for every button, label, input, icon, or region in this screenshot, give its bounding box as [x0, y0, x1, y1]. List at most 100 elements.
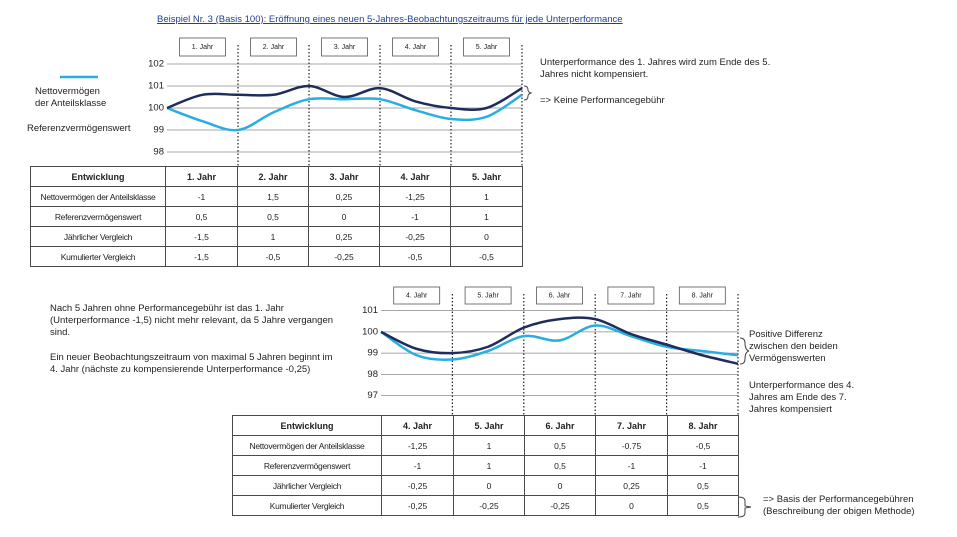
- cell: 0,25: [595, 475, 668, 496]
- paragraph: Nach 5 Jahren ohne Performancegebühr ist…: [50, 303, 334, 338]
- period-box: [393, 286, 441, 305]
- period-box: [464, 286, 512, 305]
- y-tick-label: 99: [153, 125, 164, 136]
- row: Nettovermögen der Anteilsklasse -1 1,5 0,25…: [30, 186, 523, 207]
- cell: 0,25: [308, 226, 380, 247]
- note: Unterperformance des 1. Jahres wird zum …: [540, 57, 771, 80]
- header-cell: 7. Jahr: [595, 415, 668, 436]
- title: Beispiel Nr. 3 (Basis 100): Eröffnung ei…: [157, 14, 623, 25]
- y-tick-label: 100: [148, 103, 164, 114]
- row: Referenzvermögenswert -1 1 0,5 -1 -1: [232, 455, 739, 476]
- period-label: 3. Jahr: [334, 44, 356, 51]
- note: Positive Differenz zwischen den beiden V…: [749, 329, 838, 364]
- row: Kumulierter Vergleich -1,5 -0,5 -0,25 -0,5 -0…: [30, 246, 523, 267]
- cell: 1: [237, 226, 309, 247]
- header-cell: 5. Jahr: [450, 166, 523, 187]
- period-label: 8. Jahr: [692, 292, 714, 299]
- cell: Referenzvermögenswert: [232, 455, 382, 476]
- cell: -0,25: [379, 226, 451, 247]
- y-tick-label: 98: [367, 369, 378, 380]
- cell: 1: [450, 206, 523, 227]
- cell: Jährlicher Vergleich: [30, 226, 166, 247]
- cell: -1: [381, 455, 454, 476]
- note: => Basis der Performancegebühren (Beschr…: [763, 494, 915, 517]
- period-box: [179, 37, 226, 57]
- header-cell: 5. Jahr: [453, 415, 525, 436]
- cell: 0,5: [667, 495, 739, 516]
- table: Entwicklung 1. Jahr 2. Jahr 3. Jahr 4. Jahr 5…: [30, 166, 523, 267]
- cell: -0,25: [381, 475, 454, 496]
- cell: 0,5: [524, 455, 596, 476]
- header-cell: 2. Jahr: [237, 166, 309, 187]
- row: Kumulierter Vergleich -0,25 -0,25 -0,25 0 0,5: [232, 495, 739, 516]
- series-line: [166, 84, 523, 111]
- cell: 0: [450, 226, 523, 247]
- header-cell: 4. Jahr: [381, 415, 454, 436]
- cell: Jährlicher Vergleich: [232, 475, 382, 496]
- cell: 1,5: [237, 186, 309, 207]
- cell: -1,25: [379, 186, 451, 207]
- header-cell: 1. Jahr: [165, 166, 238, 187]
- cell: -1: [667, 455, 739, 476]
- bracket: [739, 337, 750, 365]
- bracket: [737, 496, 752, 518]
- period-box: [250, 37, 297, 57]
- period-label: 5. Jahr: [476, 44, 498, 51]
- period-box: [607, 286, 655, 305]
- cell: 0,5: [524, 435, 596, 456]
- y-tick-label: 98: [153, 147, 164, 158]
- paragraph: Ein neuer Beobachtungszeitraum von maxim…: [50, 352, 333, 375]
- note: => Keine Performancegebühr: [540, 95, 665, 106]
- header-row: Entwicklung 1. Jahr 2. Jahr 3. Jahr 4. Jahr 5…: [30, 166, 523, 187]
- period-label: 2. Jahr: [263, 44, 285, 51]
- cell: -1: [165, 186, 238, 207]
- header-cell: Entwicklung: [232, 415, 382, 436]
- series-line: [380, 324, 739, 362]
- row: Referenzvermögenswert 0,5 0,5 0 -1 1: [30, 206, 523, 227]
- cell: 0,5: [667, 475, 739, 496]
- header-cell: 3. Jahr: [308, 166, 380, 187]
- y-tick-label: 100: [362, 326, 378, 337]
- period-label: 7. Jahr: [620, 292, 642, 299]
- cell: -1,25: [381, 435, 454, 456]
- y-tick-label: 101: [148, 81, 164, 92]
- legend-label: Nettovermögen der Anteilsklasse: [35, 86, 107, 109]
- period-box: [678, 286, 726, 305]
- series-line: [380, 316, 739, 365]
- header-row: Entwicklung 4. Jahr 5. Jahr 6. Jahr 7. Jahr 8…: [232, 415, 739, 436]
- cell: -1,5: [165, 226, 238, 247]
- bracket: [523, 85, 533, 101]
- y-tick-label: 99: [367, 348, 378, 359]
- period-label: 1. Jahr: [192, 44, 214, 51]
- cell: 0: [453, 475, 525, 496]
- cell: -1: [595, 455, 668, 476]
- cell: -0,5: [667, 435, 739, 456]
- header-cell: 6. Jahr: [524, 415, 596, 436]
- header-cell: Entwicklung: [30, 166, 166, 187]
- period-box: [321, 37, 368, 57]
- header-cell: 4. Jahr: [379, 166, 451, 187]
- period-box: [392, 37, 439, 57]
- period-label: 5. Jahr: [477, 292, 499, 299]
- cell: 0: [524, 475, 596, 496]
- cell: -0,25: [453, 495, 525, 516]
- cell: Referenzvermögenswert: [30, 206, 166, 227]
- cell: -0,5: [237, 246, 309, 267]
- cell: 0: [308, 206, 380, 227]
- cell: 0: [595, 495, 668, 516]
- cell: -1,5: [165, 246, 238, 267]
- cell: Kumulierter Vergleich: [30, 246, 166, 267]
- cell: Nettovermögen der Anteilsklasse: [232, 435, 382, 456]
- cell: -0.75: [595, 435, 668, 456]
- note: Unterperformance des 4. Jahres am Ende d…: [749, 380, 855, 415]
- row: Nettovermögen der Anteilsklasse -1,25 1 0,5…: [232, 435, 739, 456]
- cell: Kumulierter Vergleich: [232, 495, 382, 516]
- period-box: [536, 286, 583, 305]
- cell: -0,25: [308, 246, 380, 267]
- cell: 0,5: [237, 206, 309, 227]
- cell: -0,25: [381, 495, 454, 516]
- y-tick-label: 101: [362, 305, 378, 316]
- cell: -0,25: [524, 495, 596, 516]
